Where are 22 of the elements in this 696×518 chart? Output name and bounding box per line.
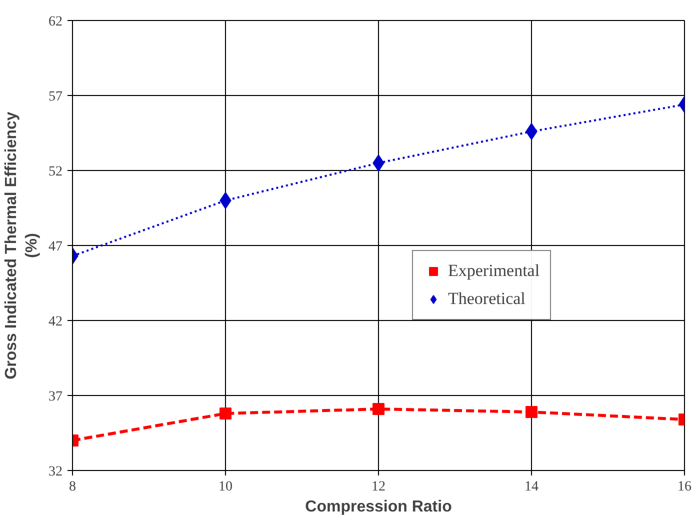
y-tick-label: 62 xyxy=(48,14,62,30)
x-tick-label: 8 xyxy=(69,480,76,494)
y-tick-label: 52 xyxy=(48,164,62,180)
y-tick-label: 47 xyxy=(48,240,62,254)
legend-label: Theoretical xyxy=(448,289,526,309)
y-tick-label: 57 xyxy=(48,90,62,104)
y-tick-label: 32 xyxy=(48,464,62,480)
x-tick-label: 12 xyxy=(372,480,386,494)
y-tick-label: 37 xyxy=(48,390,62,404)
x-tick-label: 10 xyxy=(218,480,232,494)
x-tick-label: 14 xyxy=(524,480,538,494)
y-tick-label: 42 xyxy=(48,314,62,330)
y-axis-title: Gross Indicated Thermal Efficiency (%) xyxy=(3,112,40,380)
x-tick-label: 16 xyxy=(678,480,692,494)
point xyxy=(220,192,232,209)
legend-label: Experimental xyxy=(448,261,540,281)
x-axis-title: Compression Ratio xyxy=(305,498,452,516)
point xyxy=(220,408,232,420)
point xyxy=(372,403,384,415)
point xyxy=(526,123,538,140)
point xyxy=(372,154,384,172)
point xyxy=(526,406,538,418)
